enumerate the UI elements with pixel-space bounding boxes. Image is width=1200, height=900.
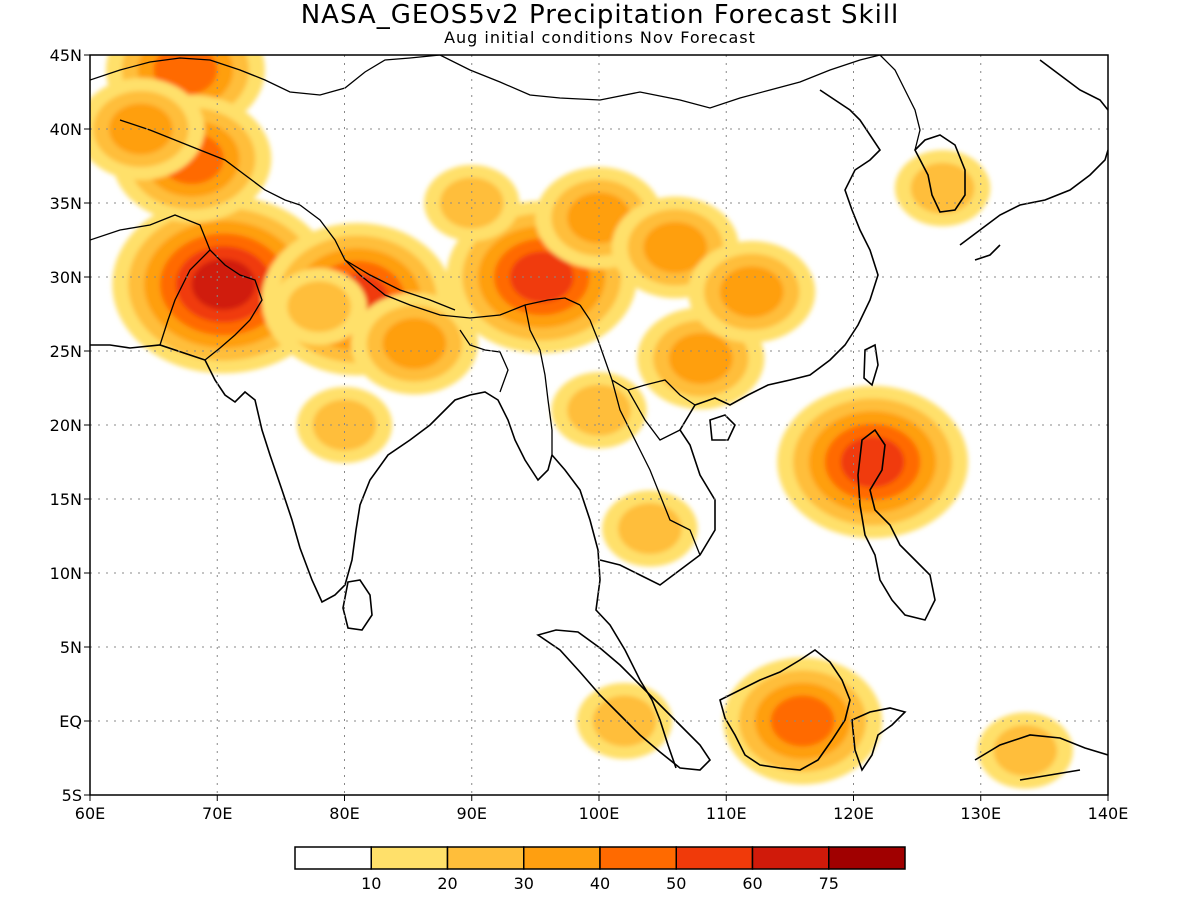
skill-contour-8-30 xyxy=(643,221,708,273)
colorbar-swatch-2 xyxy=(446,846,525,870)
colorbar-label: 20 xyxy=(437,874,457,893)
colorbar-swatch-3 xyxy=(523,846,601,870)
tick-label-lon: 90E xyxy=(457,804,487,823)
tick-label-lon: 80E xyxy=(329,804,359,823)
coastline-borneo xyxy=(719,649,851,771)
colorbar-swatch-6 xyxy=(751,846,830,870)
skill-contour-7-30 xyxy=(567,192,631,244)
tick-label-lon: 140E xyxy=(1088,804,1129,823)
colorbar-swatch-1 xyxy=(370,846,449,870)
latitude-axis: 5S EQ 5N 10N 15N 20N 25N 30N 35N 40N 45N xyxy=(50,46,90,805)
skill-contour-19-20 xyxy=(439,177,504,229)
skill-contour-3-30 xyxy=(109,103,173,155)
tick-label-lat: 25N xyxy=(50,342,82,361)
tick-label-lon: 100E xyxy=(579,804,620,823)
tick-label-lon: 70E xyxy=(202,804,232,823)
skill-contour-0-60 xyxy=(191,258,256,310)
border-china-southeast xyxy=(579,304,696,406)
country-borders-layer xyxy=(90,55,921,556)
border-pakistan-india xyxy=(204,249,263,361)
skill-contour-20-20 xyxy=(287,281,351,333)
tick-label-lat: 10N xyxy=(50,564,82,583)
colorbar-label: 30 xyxy=(514,874,534,893)
border-himalaya xyxy=(299,204,581,319)
tick-label-lon: 60E xyxy=(75,804,105,823)
tick-label-lat: 5N xyxy=(60,638,82,657)
graticule-layer xyxy=(90,55,1108,795)
colorbar-label: 50 xyxy=(666,874,686,893)
colorbar-swatch-7 xyxy=(828,846,906,870)
coastline-sri-lanka xyxy=(342,579,373,631)
border-bangladesh xyxy=(459,329,509,393)
coastline-new-guinea xyxy=(974,734,1108,781)
colorbar-label: 40 xyxy=(590,874,610,893)
border-central-asia xyxy=(90,55,441,206)
tick-label-lat: 40N xyxy=(50,120,82,139)
tick-label-lat: 15N xyxy=(50,490,82,509)
skill-contour-16-20 xyxy=(910,162,975,214)
colorbar-swatch-0 xyxy=(294,846,372,870)
tick-label-lon: 130E xyxy=(960,804,1001,823)
tick-label-lat: 30N xyxy=(50,268,82,287)
colorbar: 10 20 30 40 50 60 75 xyxy=(294,846,906,893)
skill-contour-5-50 xyxy=(509,251,574,303)
colorbar-label: 75 xyxy=(819,874,839,893)
skill-contour-15-50 xyxy=(840,436,905,488)
skill-contour-17-20 xyxy=(592,695,657,747)
coastline-sulawesi xyxy=(851,707,907,772)
border-nepal xyxy=(344,259,456,311)
coastline-south-asia xyxy=(90,344,553,604)
tick-label-lat: EQ xyxy=(59,712,82,731)
coastline-philippines xyxy=(857,428,936,621)
coastline-layer xyxy=(90,59,1108,781)
map-subtitle: Aug initial conditions Nov Forecast xyxy=(444,28,756,47)
tick-label-lon: 120E xyxy=(833,804,874,823)
colorbar-swatch-5 xyxy=(675,846,754,870)
tick-label-lat: 35N xyxy=(50,194,82,213)
skill-contour-6-30 xyxy=(382,318,447,370)
coastline-korea xyxy=(914,134,966,213)
coastline-southeast-asia xyxy=(551,89,882,769)
skill-contour-12-20 xyxy=(567,384,631,436)
tick-label-lat: 20N xyxy=(50,416,82,435)
skill-contour-18-20 xyxy=(993,725,1058,777)
coastline-japan xyxy=(959,59,1108,261)
border-indochina xyxy=(611,379,701,556)
coastline-sumatra xyxy=(536,629,712,771)
border-china-korea xyxy=(879,55,921,151)
longitude-axis: 60E 70E 80E 90E 100E 110E 120E 130E 140E xyxy=(75,795,1129,823)
map-title: NASA_GEOS5v2 Precipitation Forecast Skil… xyxy=(300,0,900,30)
skill-field-layer xyxy=(90,55,1074,789)
colorbar-swatch-4 xyxy=(599,846,677,870)
skill-contour-10-30 xyxy=(719,266,784,318)
coastline-taiwan xyxy=(863,343,879,387)
border-china-mongolia xyxy=(439,55,881,109)
skill-contour-9-30 xyxy=(668,332,733,384)
border-afghanistan-iran xyxy=(90,214,211,346)
tick-label-lat: 5S xyxy=(62,786,82,805)
tick-label-lon: 110E xyxy=(706,804,747,823)
border-myanmar-india xyxy=(524,304,553,455)
coastline-hainan xyxy=(709,414,736,441)
colorbar-label: 10 xyxy=(361,874,381,893)
tick-label-lat: 45N xyxy=(50,46,82,65)
skill-contour-13-20 xyxy=(618,503,682,555)
colorbar-label: 60 xyxy=(742,874,762,893)
